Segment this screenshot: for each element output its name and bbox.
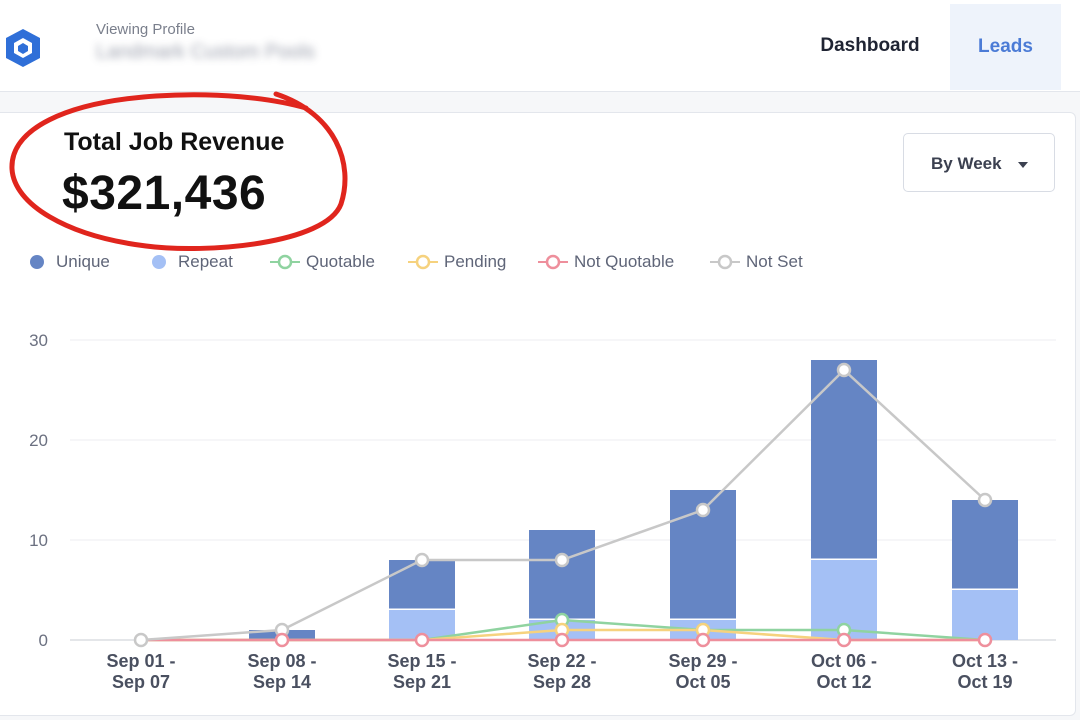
revenue-title: Total Job Revenue	[64, 128, 285, 156]
point-not-set	[836, 362, 852, 378]
x-tick-label: Sep 07	[112, 672, 170, 692]
x-tick-label: Oct 13 -	[952, 651, 1018, 671]
legend-swatch-quotable	[270, 254, 300, 270]
x-tick-label: Sep 22 -	[527, 651, 596, 671]
legend-item-not-set[interactable]: Not Set	[710, 250, 803, 274]
legend-swatch-unique	[30, 255, 44, 269]
profile-name-blurred[interactable]: Landmark Custom Pools	[96, 41, 315, 63]
x-tick-label: Sep 21	[393, 672, 451, 692]
point-not-set	[977, 492, 993, 508]
x-tick-label: Sep 08 -	[247, 651, 316, 671]
x-tick-label: Sep 28	[533, 672, 591, 692]
legend-item-unique[interactable]: Unique	[30, 250, 110, 274]
point-not-quotable	[977, 632, 993, 648]
x-tick-label: Oct 06 -	[811, 651, 877, 671]
point-not-quotable	[695, 632, 711, 648]
x-tick-label: Sep 14	[253, 672, 311, 692]
x-tick-label: Oct 12	[816, 672, 871, 692]
caret-down-icon	[1018, 162, 1028, 168]
point-not-set	[554, 552, 570, 568]
y-tick-label: 0	[39, 631, 48, 650]
point-not-set	[414, 552, 430, 568]
legend-item-quotable[interactable]: Quotable	[270, 250, 375, 274]
y-tick-label: 10	[29, 531, 48, 550]
x-tick-label: Oct 05	[675, 672, 730, 692]
legend-swatch-repeat	[152, 255, 166, 269]
legend-label-quotable: Quotable	[306, 252, 375, 271]
profile-label: Viewing Profile	[96, 21, 195, 38]
nav-tab-leads[interactable]: Leads	[950, 4, 1061, 90]
bar-repeat	[952, 590, 1018, 640]
point-not-set	[695, 502, 711, 518]
legend-label-unique: Unique	[56, 252, 110, 271]
legend-swatch-not-set	[710, 254, 740, 270]
top-header: Viewing Profile Landmark Custom Pools Da…	[0, 0, 1080, 92]
point-not-set	[133, 632, 149, 648]
legend-item-repeat[interactable]: Repeat	[152, 250, 233, 274]
y-tick-label: 20	[29, 431, 48, 450]
x-tick-label: Oct 19	[957, 672, 1012, 692]
legend-item-pending[interactable]: Pending	[408, 250, 506, 274]
hexagon-logo-icon[interactable]	[4, 27, 42, 69]
y-tick-label: 30	[29, 331, 48, 350]
nav-tab-dashboard[interactable]: Dashboard	[820, 35, 920, 56]
revenue-value: $321,436	[62, 167, 267, 220]
legend-label-not-quotable: Not Quotable	[574, 252, 675, 271]
point-not-quotable	[836, 632, 852, 648]
legend-swatch-not-quotable	[538, 254, 568, 270]
legend-label-pending: Pending	[444, 252, 507, 271]
bar-unique	[529, 530, 595, 619]
range-select-dropdown[interactable]: By Week	[903, 133, 1055, 192]
legend-label-not-set: Not Set	[746, 252, 803, 271]
x-tick-label: Sep 15 -	[387, 651, 456, 671]
x-tick-label: Sep 29 -	[668, 651, 737, 671]
legend-swatch-pending	[408, 254, 438, 270]
bar-unique	[952, 500, 1018, 589]
leads-bar-line-chart: 0 10 20 30 Sep 01 -Sep 07 Sep 08 -Sep 14 Sep 1…	[29, 331, 1056, 692]
point-not-quotable	[554, 632, 570, 648]
point-not-quotable	[414, 632, 430, 648]
legend-label-repeat: Repeat	[178, 252, 233, 271]
bar-unique	[389, 560, 455, 609]
point-not-quotable	[274, 632, 290, 648]
x-tick-label: Sep 01 -	[106, 651, 175, 671]
range-select-label: By Week	[931, 154, 1002, 173]
legend-item-not-quotable[interactable]: Not Quotable	[538, 250, 674, 274]
